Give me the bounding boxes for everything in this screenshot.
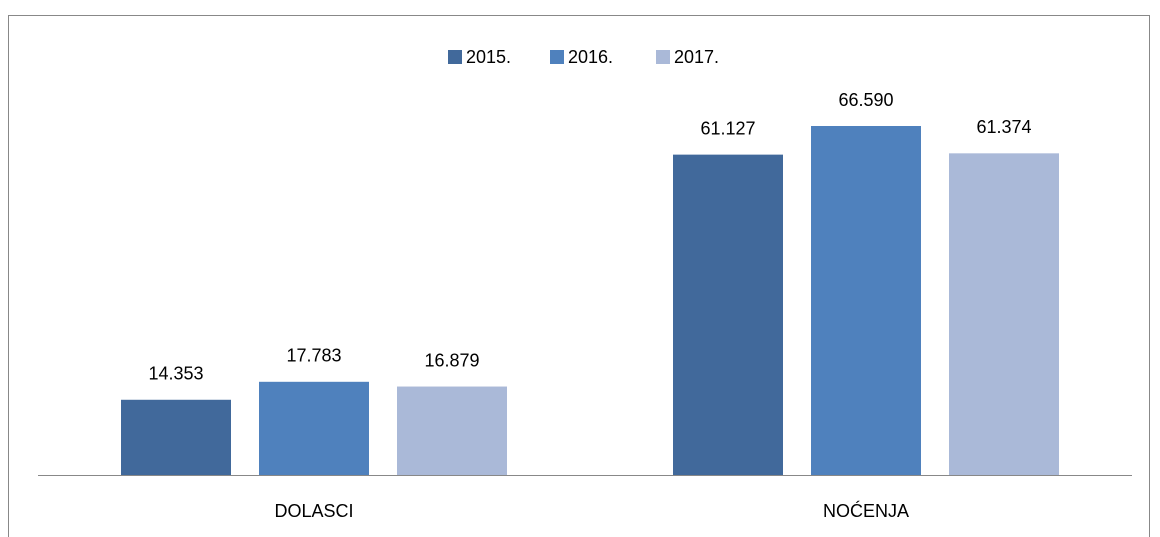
legend-swatch <box>550 50 564 64</box>
bar <box>673 154 783 476</box>
legend-swatch <box>448 50 462 64</box>
bar <box>949 153 1059 475</box>
bar <box>121 399 231 475</box>
data-label: 66.590 <box>838 90 893 110</box>
bar <box>811 126 921 475</box>
data-label: 14.353 <box>148 364 203 384</box>
bar <box>397 386 507 475</box>
legend-swatch <box>656 50 670 64</box>
legend-label: 2015. <box>466 47 511 67</box>
data-label: 61.127 <box>700 118 755 138</box>
bar <box>259 381 369 475</box>
legend-label: 2016. <box>568 47 613 67</box>
x-tick-label: DOLASCI <box>274 501 353 521</box>
legend-label: 2017. <box>674 47 719 67</box>
x-tick-label: NOĆENJA <box>823 500 909 521</box>
frame <box>8 15 1150 537</box>
data-label: 16.879 <box>424 350 479 370</box>
data-label: 61.374 <box>976 117 1031 137</box>
data-label: 17.783 <box>286 346 341 366</box>
